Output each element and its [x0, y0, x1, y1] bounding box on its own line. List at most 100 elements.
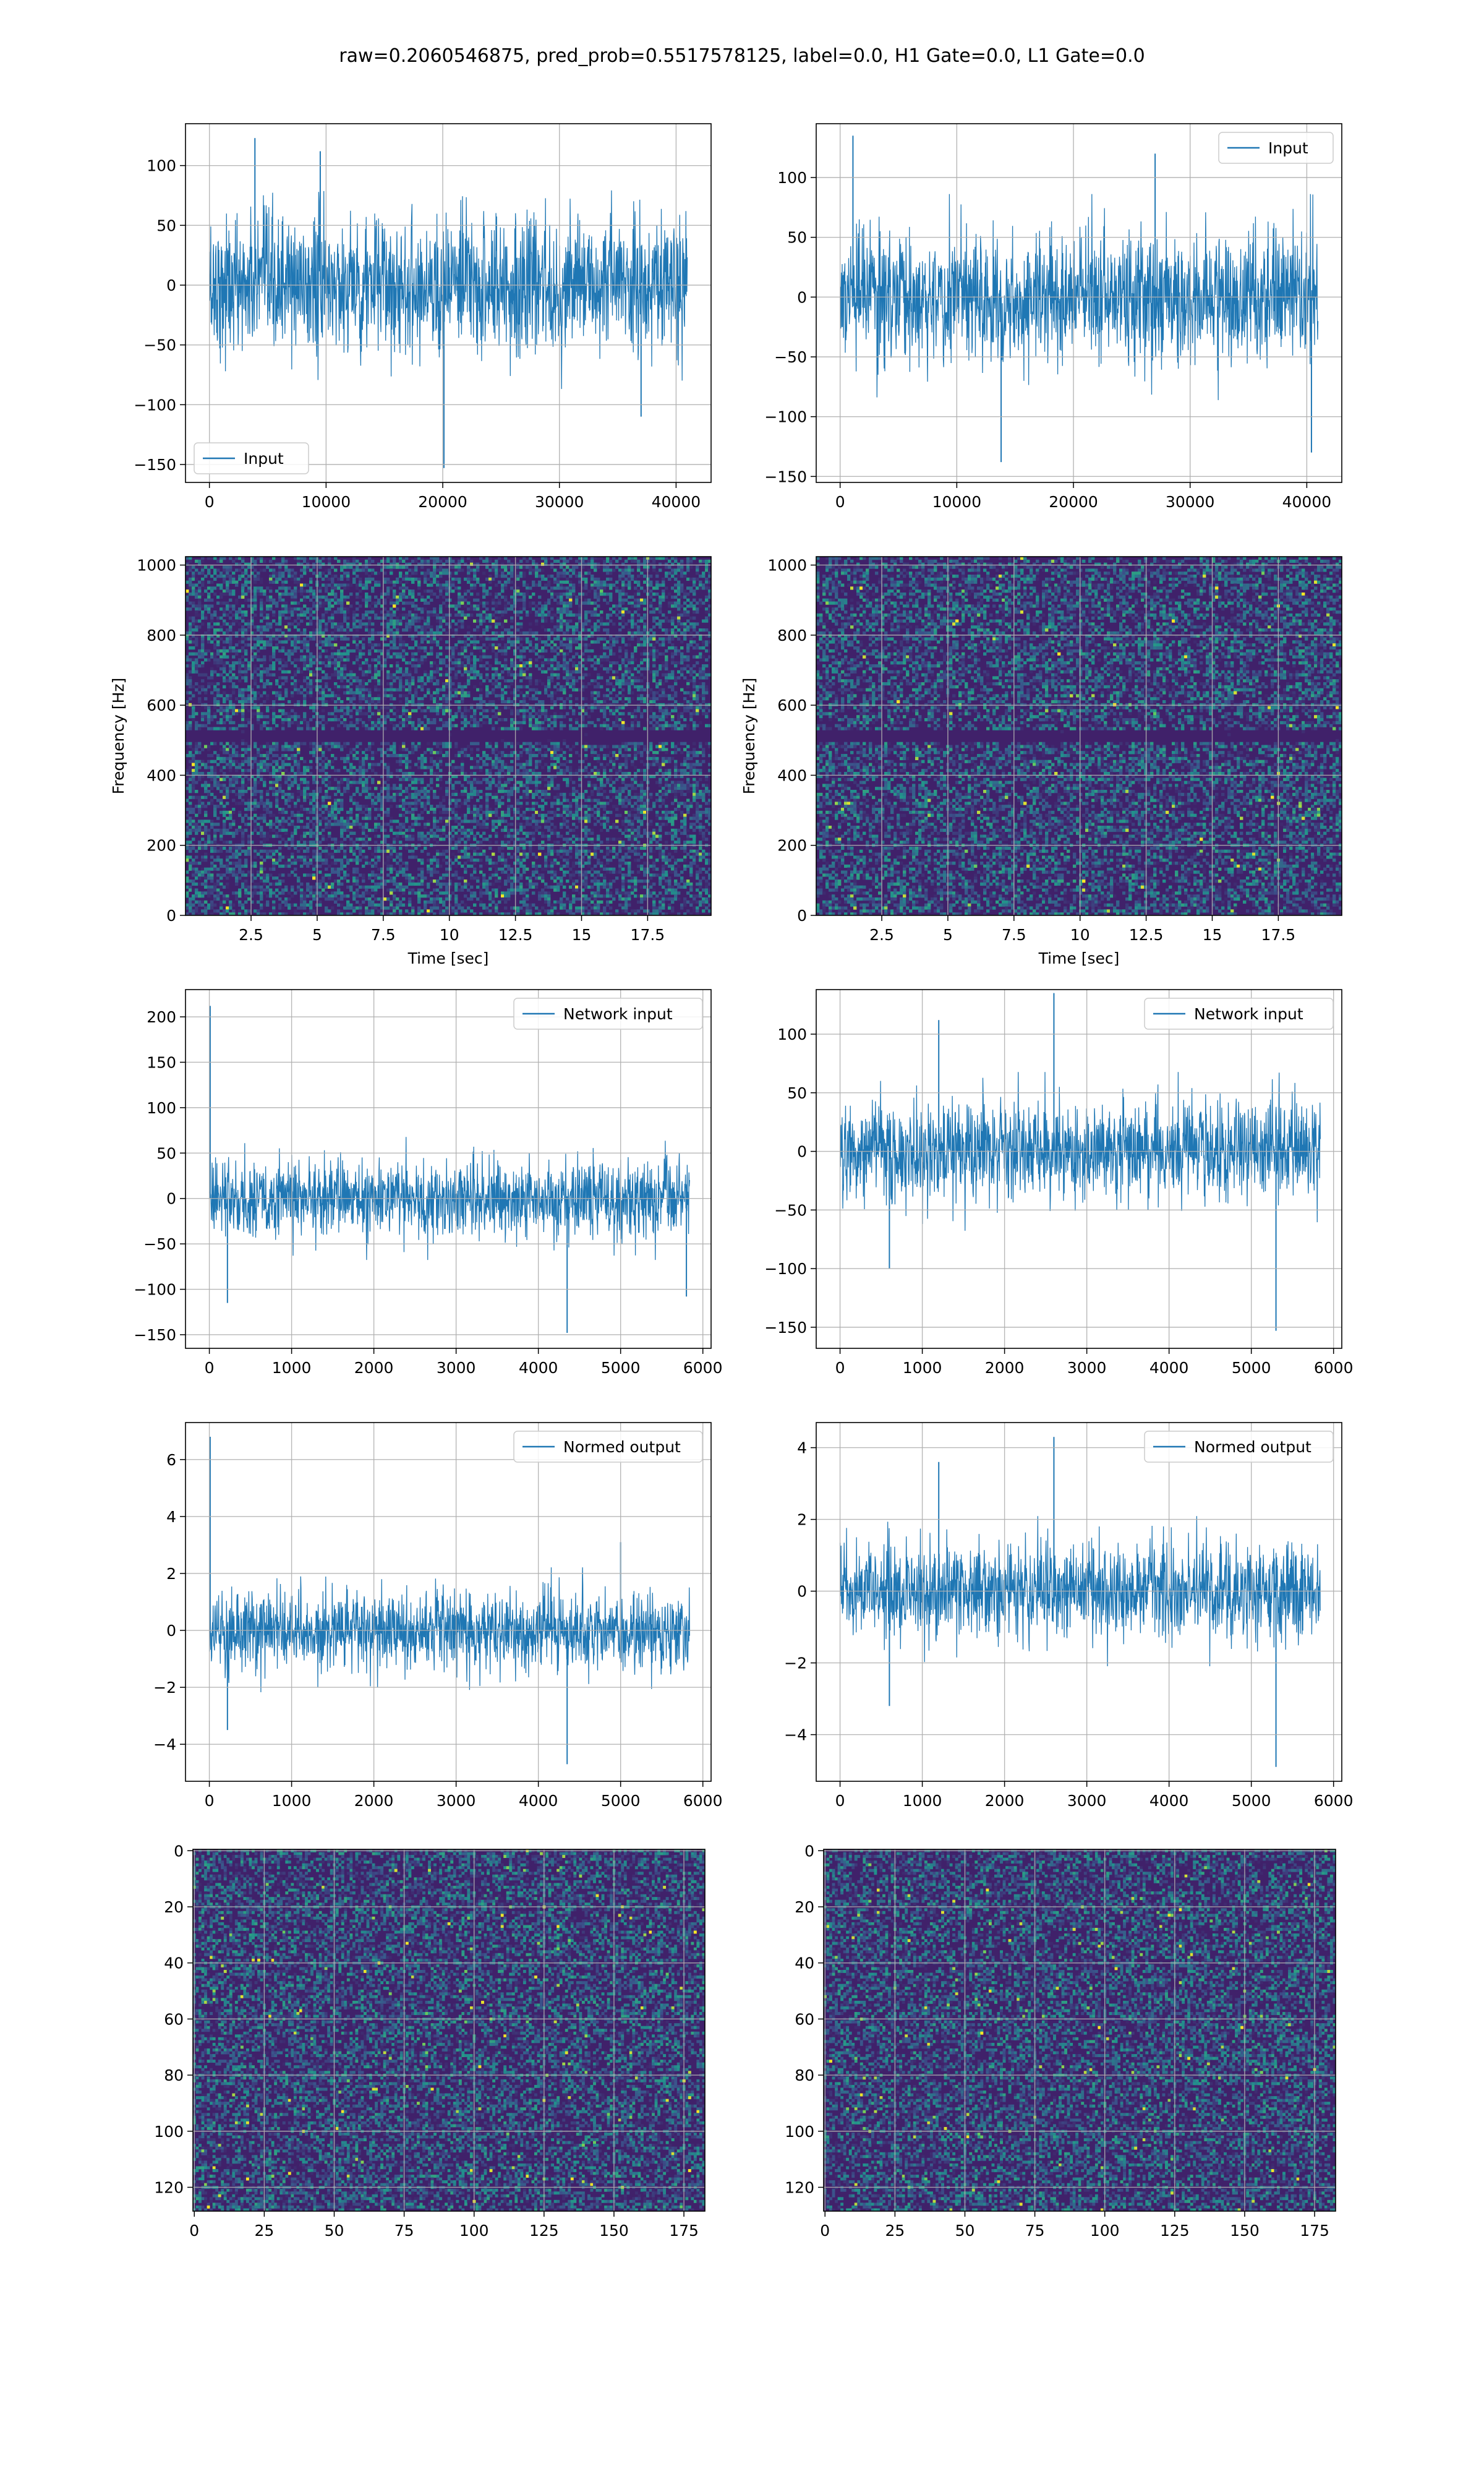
- heatmap-cell: [488, 643, 492, 646]
- heatmap-cell: [591, 682, 594, 685]
- heatmap-cell: [427, 610, 430, 614]
- heatmap-cell: [192, 667, 195, 670]
- heatmap-cell: [254, 625, 257, 628]
- heatmap-cell: [309, 653, 312, 656]
- heatmap-cell: [625, 622, 628, 625]
- heatmap-cell: [584, 614, 587, 617]
- heatmap-cell: [238, 667, 241, 670]
- heatmap-cell: [427, 674, 430, 677]
- heatmap-cell: [529, 676, 532, 679]
- heatmap-cell: [272, 602, 275, 605]
- heatmap-cell: [550, 679, 553, 682]
- heatmap-cell: [569, 596, 572, 599]
- heatmap-cell: [383, 661, 386, 664]
- heatmap-cell: [553, 656, 556, 659]
- heatmap-cell: [655, 640, 659, 643]
- heatmap-cell: [365, 658, 368, 661]
- heatmap-cell: [318, 575, 322, 578]
- heatmap-cell: [229, 646, 232, 649]
- heatmap-cell: [510, 602, 513, 605]
- heatmap-cell: [634, 676, 637, 679]
- heatmap-cell: [272, 575, 275, 578]
- heatmap-cell: [433, 575, 436, 578]
- heatmap-cell: [674, 589, 677, 593]
- heatmap-cell: [495, 656, 498, 659]
- heatmap-cell: [662, 664, 665, 667]
- heatmap-cell: [671, 604, 674, 607]
- heatmap-cell: [482, 584, 485, 587]
- heatmap-cell: [201, 661, 204, 664]
- heatmap-cell: [436, 586, 439, 589]
- heatmap-cell: [433, 568, 436, 571]
- heatmap-cell: [263, 661, 266, 664]
- heatmap-cell: [529, 661, 532, 664]
- heatmap-cell: [495, 682, 498, 685]
- heatmap-cell: [519, 593, 522, 596]
- heatmap-cell: [189, 631, 192, 635]
- heatmap-cell: [516, 578, 519, 581]
- heatmap-cell: [337, 584, 340, 587]
- heatmap-cell: [451, 566, 454, 569]
- heatmap-cell: [396, 656, 399, 659]
- heatmap-cell: [535, 575, 538, 578]
- heatmap-cell: [485, 638, 488, 641]
- heatmap-cell: [482, 631, 485, 635]
- heatmap-cell: [655, 649, 659, 653]
- heatmap-cell: [671, 620, 674, 623]
- heatmap-cell: [362, 661, 365, 664]
- heatmap-cell: [513, 599, 516, 602]
- heatmap-cell: [677, 628, 680, 631]
- heatmap-cell: [615, 640, 618, 643]
- heatmap-cell: [566, 578, 569, 581]
- heatmap-cell: [294, 638, 297, 641]
- heatmap-cell: [572, 661, 575, 664]
- heatmap-cell: [424, 658, 427, 661]
- heatmap-cell: [356, 614, 359, 617]
- heatmap-cell: [331, 614, 334, 617]
- heatmap-cell: [522, 661, 526, 664]
- heatmap-cell: [402, 560, 405, 563]
- heatmap-cell: [306, 610, 309, 614]
- heatmap-cell: [195, 584, 198, 587]
- heatmap-cell: [584, 667, 587, 670]
- heatmap-cell: [263, 589, 266, 593]
- heatmap-cell: [529, 649, 532, 653]
- heatmap-cell: [680, 653, 683, 656]
- heatmap-cell: [637, 581, 640, 584]
- heatmap-cell: [201, 560, 204, 563]
- heatmap-cell: [337, 685, 340, 688]
- heatmap-cell: [569, 581, 572, 584]
- heatmap-cell: [563, 560, 566, 563]
- heatmap-cell: [436, 664, 439, 667]
- heatmap-cell: [625, 670, 628, 674]
- heatmap-cell: [532, 581, 535, 584]
- heatmap-cell: [263, 593, 266, 596]
- heatmap-cell: [427, 589, 430, 593]
- heatmap-cell: [244, 658, 247, 661]
- heatmap-cell: [547, 589, 550, 593]
- heatmap-cell: [461, 661, 464, 664]
- heatmap-cell: [702, 575, 705, 578]
- heatmap-cell: [201, 584, 204, 587]
- heatmap-cell: [439, 653, 442, 656]
- heatmap-cell: [578, 638, 581, 641]
- heatmap-cell: [575, 628, 578, 631]
- heatmap-cell: [696, 646, 699, 649]
- heatmap-cell: [522, 599, 526, 602]
- heatmap-cell: [693, 622, 696, 625]
- heatmap-cell: [584, 617, 587, 620]
- heatmap-cell: [374, 679, 377, 682]
- heatmap-cell: [492, 638, 495, 641]
- heatmap-cell: [232, 581, 235, 584]
- heatmap-cell: [689, 638, 693, 641]
- heatmap-cell: [464, 664, 467, 667]
- heatmap-cell: [352, 625, 356, 628]
- heatmap-cell: [291, 676, 294, 679]
- heatmap-cell: [677, 653, 680, 656]
- heatmap-cell: [504, 643, 507, 646]
- heatmap-cell: [288, 656, 291, 659]
- heatmap-cell: [538, 638, 541, 641]
- heatmap-cell: [244, 566, 247, 569]
- heatmap-cell: [439, 667, 442, 670]
- heatmap-cell: [473, 575, 476, 578]
